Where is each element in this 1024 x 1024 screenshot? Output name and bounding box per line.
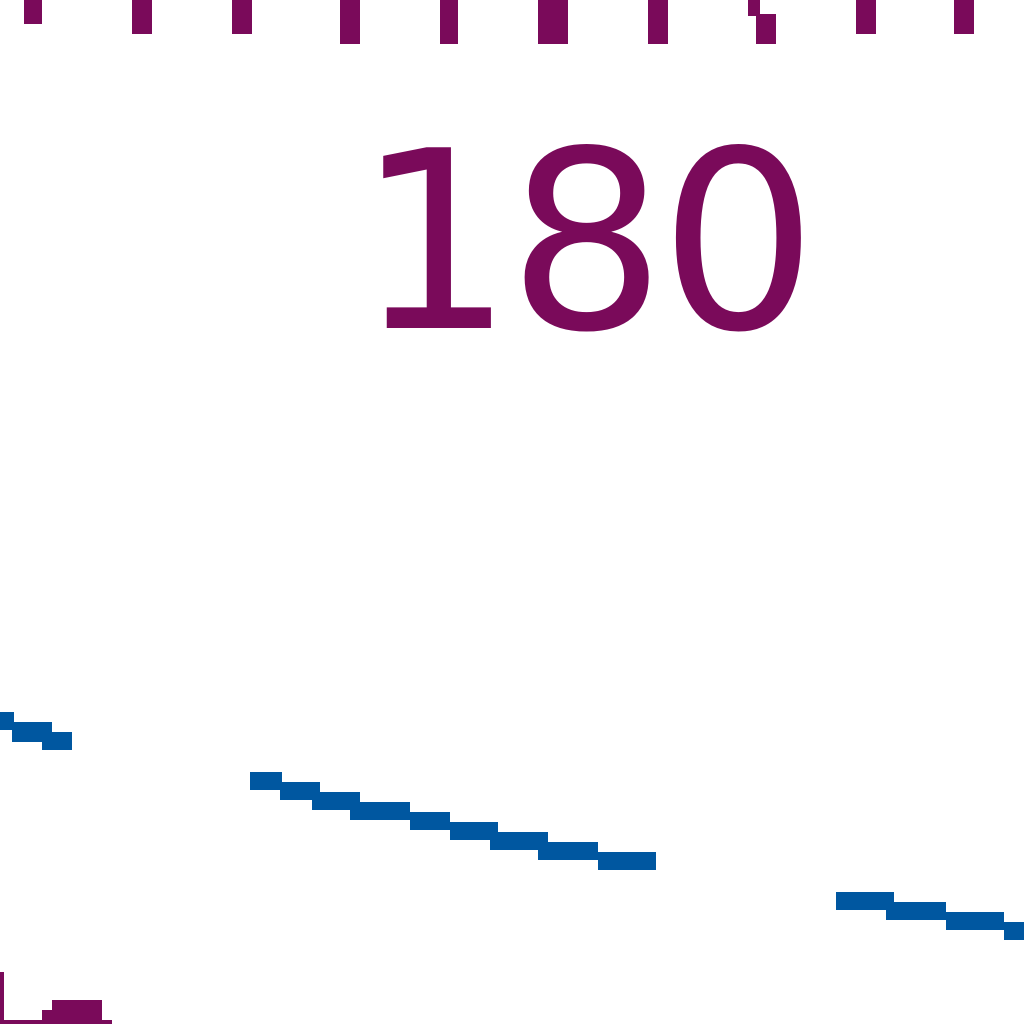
contour-label: 180: [356, 99, 817, 387]
tick-mark: [440, 0, 458, 44]
tick-marks: [24, 0, 974, 44]
blue-route-line: [0, 712, 1024, 940]
tick-mark: [340, 0, 360, 44]
tick-mark: [232, 0, 252, 34]
tick-mark: [748, 0, 760, 16]
tick-mark: [954, 0, 974, 34]
corner-mark: [0, 972, 112, 1024]
tick-mark: [132, 0, 152, 34]
tick-mark: [756, 14, 776, 44]
tick-mark: [538, 0, 568, 44]
tick-mark: [856, 0, 876, 34]
tick-mark: [648, 0, 668, 44]
tick-mark: [24, 0, 42, 24]
